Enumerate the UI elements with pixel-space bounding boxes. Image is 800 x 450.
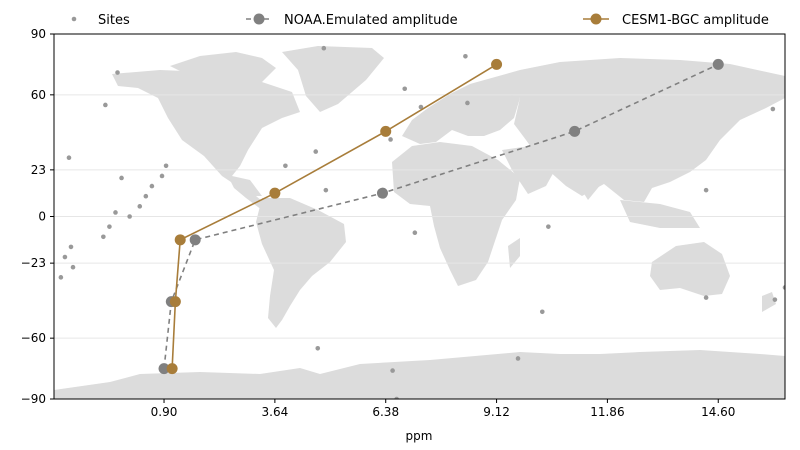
site-marker	[107, 224, 112, 229]
site-markers	[58, 45, 785, 399]
series-point-1	[491, 58, 503, 70]
grid-lines	[54, 94, 785, 339]
series-point-0	[189, 234, 201, 246]
continent-new-zealand	[762, 292, 776, 312]
site-marker	[127, 214, 132, 219]
continent-arctic-islands	[170, 52, 276, 82]
site-marker	[390, 368, 395, 373]
continent-australia	[650, 242, 730, 296]
series-layer	[158, 58, 724, 375]
site-marker	[101, 234, 106, 240]
site-marker	[315, 346, 321, 351]
continent-madagascar	[508, 238, 520, 268]
site-marker	[62, 254, 68, 260]
x-tick-label: 14.60	[701, 405, 735, 419]
site-marker	[283, 163, 288, 169]
site-marker	[66, 155, 72, 160]
site-marker	[163, 163, 169, 169]
continent-se-asia-islands	[620, 200, 700, 228]
site-marker	[772, 297, 778, 302]
series-point-1	[166, 363, 178, 375]
x-tick-label: 9.12	[483, 405, 510, 419]
y-tick-label: −90	[21, 392, 46, 406]
site-marker	[313, 149, 319, 154]
site-marker	[103, 102, 108, 108]
site-marker	[418, 104, 424, 110]
site-marker	[323, 187, 329, 193]
site-marker	[68, 244, 74, 250]
continent-north-america	[112, 70, 300, 196]
site-marker	[388, 137, 393, 142]
site-marker	[115, 70, 120, 75]
site-marker	[546, 224, 551, 229]
world-map-background	[54, 46, 785, 399]
x-tick-label: 0.90	[151, 405, 178, 419]
series-point-1	[380, 125, 392, 137]
site-marker	[394, 396, 399, 399]
continent-japan	[712, 104, 726, 140]
site-marker	[463, 54, 468, 59]
legend-label-sites: Sites	[98, 13, 130, 28]
series-point-0	[569, 125, 581, 137]
legend-label-noaa: NOAA.Emulated amplitude	[284, 13, 458, 28]
site-marker	[412, 230, 418, 236]
site-marker	[113, 210, 118, 215]
y-tick-label: −60	[21, 331, 46, 345]
series-point-1	[269, 187, 281, 199]
y-tick-label: 23	[31, 163, 46, 177]
site-marker	[149, 183, 155, 189]
site-marker	[143, 193, 149, 199]
legend-marker-noaa	[253, 13, 265, 25]
legend-marker-cesm	[590, 13, 602, 25]
site-marker	[119, 175, 124, 181]
site-marker	[70, 264, 76, 270]
series-line-0	[163, 63, 719, 369]
continent-africa	[392, 142, 520, 286]
site-marker	[465, 100, 470, 106]
site-marker	[539, 309, 545, 315]
site-marker	[159, 173, 165, 179]
y-tick-label: 0	[38, 210, 46, 224]
series-point-0	[712, 58, 724, 70]
site-marker	[321, 45, 327, 51]
site-marker	[515, 356, 521, 361]
site-marker	[137, 204, 143, 209]
x-axis-label: ppm	[406, 429, 433, 443]
site-marker	[703, 295, 709, 300]
continent-europe	[402, 84, 520, 144]
site-marker	[782, 285, 785, 290]
site-marker	[402, 86, 408, 92]
y-axis: −90 −60 −23 0 23 60 90	[21, 27, 54, 406]
legend-label-cesm: CESM1-BGC amplitude	[622, 13, 769, 28]
series-point-1	[169, 296, 181, 308]
x-tick-label: 3.64	[262, 405, 289, 419]
series-line-1	[171, 63, 497, 369]
continent-greenland	[282, 46, 384, 112]
site-marker	[770, 106, 776, 112]
y-tick-label: 60	[31, 88, 46, 102]
x-axis: 0.90 3.64 6.38 9.12 11.86 14.60	[151, 399, 735, 419]
x-tick-label: 11.86	[590, 405, 624, 419]
legend: Sites NOAA.Emulated amplitude CESM1-BGC am…	[71, 13, 769, 28]
series-point-0	[158, 363, 170, 375]
legend-marker-sites	[71, 16, 77, 22]
site-marker	[58, 275, 64, 280]
continent-antarctica	[54, 350, 785, 399]
y-tick-label: −23	[21, 256, 46, 270]
x-tick-label: 6.38	[372, 405, 399, 419]
series-point-1	[174, 234, 186, 246]
site-marker	[703, 187, 709, 193]
y-tick-label: 90	[31, 27, 46, 41]
series-point-0	[376, 187, 388, 199]
